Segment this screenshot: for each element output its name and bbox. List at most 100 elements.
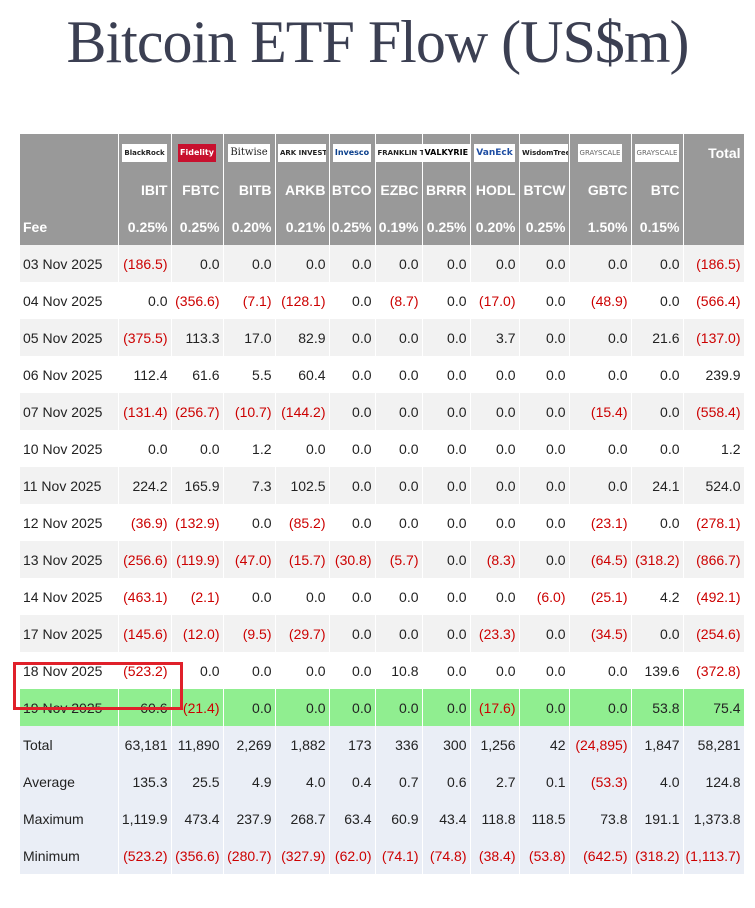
row-total-cell: (137.0) xyxy=(683,319,745,356)
flow-cell: (8.3) xyxy=(470,541,520,578)
summary-cell: (74.1) xyxy=(375,837,423,874)
ticker-cell: BTC xyxy=(631,171,684,208)
flow-cell: (144.2) xyxy=(275,393,330,430)
flow-cell: 0.0 xyxy=(519,652,570,689)
flow-cell: 0.0 xyxy=(422,430,471,467)
flow-cell: (21.4) xyxy=(171,689,224,726)
summary-label: Maximum xyxy=(20,800,119,837)
flow-cell: 102.5 xyxy=(275,467,330,504)
fee-cell: 0.19% xyxy=(375,208,423,245)
summary-cell: 473.4 xyxy=(171,800,224,837)
flow-cell: (256.7) xyxy=(171,393,224,430)
summary-cell: (523.2) xyxy=(118,837,172,874)
flow-cell: 0.0 xyxy=(569,245,632,282)
flow-cell: 0.0 xyxy=(422,393,471,430)
flow-cell: 0.0 xyxy=(375,504,423,541)
flow-cell: 0.0 xyxy=(329,356,376,393)
fee-label: Fee xyxy=(20,208,119,245)
table-row: 07 Nov 2025 (131.4) (256.7) (10.7) (144.2) 0.… xyxy=(20,393,745,430)
flow-cell: 0.0 xyxy=(569,652,632,689)
date-cell: 04 Nov 2025 xyxy=(20,282,119,319)
summary-cell: 2.7 xyxy=(470,763,520,800)
flow-cell: 0.0 xyxy=(422,356,471,393)
header-logo-cell: Fidelity xyxy=(171,134,224,171)
summary-cell: 118.8 xyxy=(470,800,520,837)
vaneck-logo: VanEck xyxy=(474,143,515,162)
header-blank-cell xyxy=(683,208,745,245)
flow-cell: 0.0 xyxy=(422,578,471,615)
row-total-cell: (492.1) xyxy=(683,578,745,615)
date-cell: 13 Nov 2025 xyxy=(20,541,119,578)
flow-cell: 7.3 xyxy=(223,467,276,504)
wisdomtree-logo: WisdomTree xyxy=(520,143,568,162)
summary-cell: 11,890 xyxy=(171,726,224,763)
flow-cell: (17.6) xyxy=(470,689,520,726)
summary-cell: 300 xyxy=(422,726,471,763)
date-cell: 05 Nov 2025 xyxy=(20,319,119,356)
flow-cell: (145.6) xyxy=(118,615,172,652)
table-row: 17 Nov 2025 (145.6) (12.0) (9.5) (29.7) 0.0 0.… xyxy=(20,615,745,652)
flow-cell: 139.6 xyxy=(631,652,684,689)
summary-label: Total xyxy=(20,726,119,763)
summary-cell: 268.7 xyxy=(275,800,330,837)
ticker-cell: BTCW xyxy=(519,171,570,208)
flow-cell: (132.9) xyxy=(171,504,224,541)
flow-cell: 0.0 xyxy=(375,578,423,615)
flow-cell: 0.0 xyxy=(223,504,276,541)
header-total-label: Total xyxy=(683,134,745,171)
row-total-cell: (866.7) xyxy=(683,541,745,578)
header-logo-cell: FRANKLIN TEMPLETON xyxy=(375,134,424,171)
summary-cell: 0.6 xyxy=(422,763,471,800)
flow-cell: (23.1) xyxy=(569,504,632,541)
flow-cell: 0.0 xyxy=(422,504,471,541)
flow-cell: 0.0 xyxy=(223,578,276,615)
summary-cell: 1,373.8 xyxy=(683,800,745,837)
flow-cell: 0.0 xyxy=(275,245,330,282)
flow-cell: 112.4 xyxy=(118,356,172,393)
flow-cell: (34.5) xyxy=(569,615,632,652)
summary-label: Average xyxy=(20,763,119,800)
flow-cell: 24.1 xyxy=(631,467,684,504)
flow-cell: 0.0 xyxy=(329,393,376,430)
fee-cell: 0.20% xyxy=(470,208,520,245)
flow-cell: (36.9) xyxy=(118,504,172,541)
summary-row-maximum: Maximum 1,119.9 473.4 237.9 268.7 63.4 60.9 43.… xyxy=(20,800,745,837)
summary-cell: 2,269 xyxy=(223,726,276,763)
valkyrie-logo: VALKYRIE xyxy=(422,143,471,162)
summary-cell: 73.8 xyxy=(569,800,632,837)
header-blank-cell xyxy=(683,171,745,208)
date-cell: 06 Nov 2025 xyxy=(20,356,119,393)
ticker-cell: HODL xyxy=(470,171,520,208)
ticker-cell: BTCO xyxy=(329,171,376,208)
flow-cell: 0.0 xyxy=(171,652,224,689)
ticker-cell: FBTC xyxy=(171,171,224,208)
grayscale-gbtc-logo: GRAYSCALE xyxy=(577,143,623,162)
summary-row-total: Total 63,181 11,890 2,269 1,882 173 336 300 1,25… xyxy=(20,726,745,763)
flow-cell: 0.0 xyxy=(375,689,423,726)
ark-invest-logo: ARK INVEST xyxy=(278,143,326,162)
flow-cell: 0.0 xyxy=(569,430,632,467)
flow-cell: 165.9 xyxy=(171,467,224,504)
summary-cell: 25.5 xyxy=(171,763,224,800)
summary-cell: 60.9 xyxy=(375,800,423,837)
fee-cell: 0.25% xyxy=(171,208,224,245)
summary-cell: 237.9 xyxy=(223,800,276,837)
summary-row-minimum: Minimum (523.2) (356.6) (280.7) (327.9) (62.0… xyxy=(20,837,745,874)
row-total-cell: (558.4) xyxy=(683,393,745,430)
flow-cell: 0.0 xyxy=(631,245,684,282)
flow-cell: 0.0 xyxy=(375,467,423,504)
flow-cell: 0.0 xyxy=(223,689,276,726)
flow-cell: 3.7 xyxy=(470,319,520,356)
date-cell: 14 Nov 2025 xyxy=(20,578,119,615)
flow-cell: 0.0 xyxy=(118,430,172,467)
flow-cell: 0.0 xyxy=(470,504,520,541)
summary-cell: 124.8 xyxy=(683,763,745,800)
date-cell: 12 Nov 2025 xyxy=(20,504,119,541)
flow-cell: 0.0 xyxy=(118,282,172,319)
table-row: 14 Nov 2025 (463.1) (2.1) 0.0 0.0 0.0 0.0 0.0 0.… xyxy=(20,578,745,615)
flow-cell: 0.0 xyxy=(519,430,570,467)
flow-cell: 0.0 xyxy=(422,689,471,726)
header-logo-cell: BlackRock xyxy=(118,134,172,171)
summary-row-average: Average 135.3 25.5 4.9 4.0 0.4 0.7 0.6 2.7 0.1 (53… xyxy=(20,763,745,800)
flow-cell: 0.0 xyxy=(470,578,520,615)
